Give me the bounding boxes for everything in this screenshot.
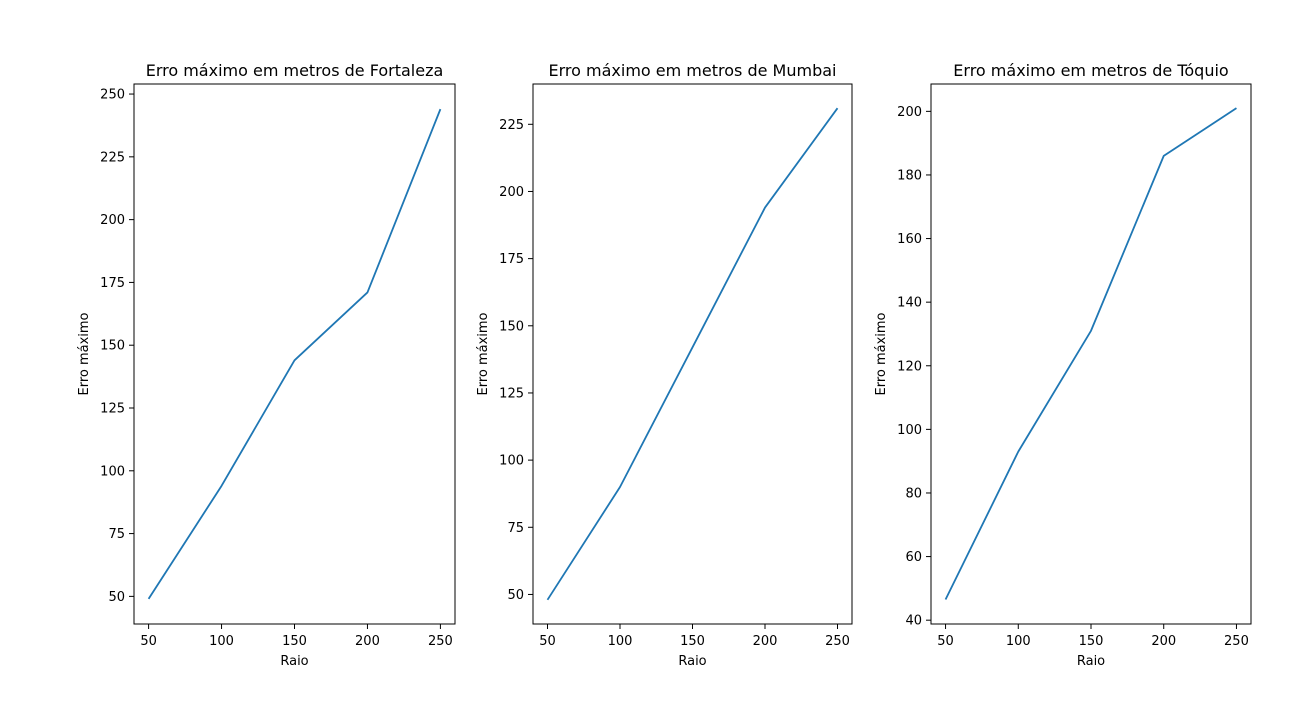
x-tick-label: 50 xyxy=(937,634,954,649)
y-tick-label: 175 xyxy=(100,276,125,291)
x-axis-label: Raio xyxy=(1077,654,1105,669)
y-tick-label: 225 xyxy=(499,118,524,133)
y-tick-label: 80 xyxy=(905,486,922,501)
chart-title: Erro máximo em metros de Tóquio xyxy=(953,61,1228,80)
y-tick-label: 100 xyxy=(499,454,524,469)
x-tick-label: 250 xyxy=(825,634,850,649)
y-tick-label: 40 xyxy=(905,614,922,629)
y-tick-label: 100 xyxy=(100,464,125,479)
y-axis-label: Erro máximo xyxy=(77,312,92,395)
y-tick-label: 150 xyxy=(499,319,524,334)
y-tick-label: 140 xyxy=(897,296,922,311)
x-tick-label: 50 xyxy=(140,634,157,649)
y-tick-label: 60 xyxy=(905,550,922,565)
x-tick-label: 200 xyxy=(1151,634,1176,649)
x-tick-label: 150 xyxy=(1079,634,1104,649)
x-tick-label: 100 xyxy=(608,634,633,649)
x-axis-label: Raio xyxy=(280,654,308,669)
x-tick-label: 250 xyxy=(428,634,453,649)
chart-1: 50 100 150 200 250 50 75 100 125 150 175 200 225 250 E… xyxy=(77,61,456,669)
y-tick-label: 125 xyxy=(499,386,524,401)
chart-2: 50 100 150 200 250 50 75 100 125 150 175 200 225 Erro… xyxy=(476,61,853,669)
x-tick-label: 100 xyxy=(209,634,234,649)
y-tick-label: 150 xyxy=(100,339,125,354)
y-tick-label: 50 xyxy=(108,590,125,605)
y-tick-label: 100 xyxy=(897,423,922,438)
y-tick-label: 175 xyxy=(499,252,524,267)
x-tick-label: 250 xyxy=(1224,634,1249,649)
y-tick-label: 75 xyxy=(507,521,524,536)
y-tick-label: 200 xyxy=(897,105,922,120)
series-line xyxy=(147,108,442,600)
y-tick-label: 180 xyxy=(897,168,922,183)
chart-3: 50 100 150 200 250 40 60 80 100 120 140 160 180 200 Er… xyxy=(874,61,1252,669)
series-line xyxy=(944,107,1237,600)
y-tick-label: 120 xyxy=(897,359,922,374)
y-tick-label: 200 xyxy=(499,185,524,200)
y-tick-label: 200 xyxy=(100,213,125,228)
x-tick-label: 50 xyxy=(539,634,556,649)
x-tick-label: 150 xyxy=(282,634,307,649)
y-tick-label: 75 xyxy=(108,527,125,542)
x-tick-label: 100 xyxy=(1006,634,1031,649)
series-line xyxy=(546,107,839,601)
y-tick-label: 250 xyxy=(100,88,125,103)
y-tick-label: 50 xyxy=(507,588,524,603)
x-tick-label: 200 xyxy=(753,634,778,649)
y-tick-label: 225 xyxy=(100,150,125,165)
x-axis-label: Raio xyxy=(678,654,706,669)
y-tick-label: 125 xyxy=(100,402,125,417)
x-tick-label: 150 xyxy=(680,634,705,649)
x-tick-label: 200 xyxy=(355,634,380,649)
chart-title: Erro máximo em metros de Mumbai xyxy=(549,61,837,80)
chart-title: Erro máximo em metros de Fortaleza xyxy=(146,61,444,80)
y-tick-label: 160 xyxy=(897,232,922,247)
y-axis-label: Erro máximo xyxy=(476,312,491,395)
y-axis-label: Erro máximo xyxy=(874,312,889,395)
